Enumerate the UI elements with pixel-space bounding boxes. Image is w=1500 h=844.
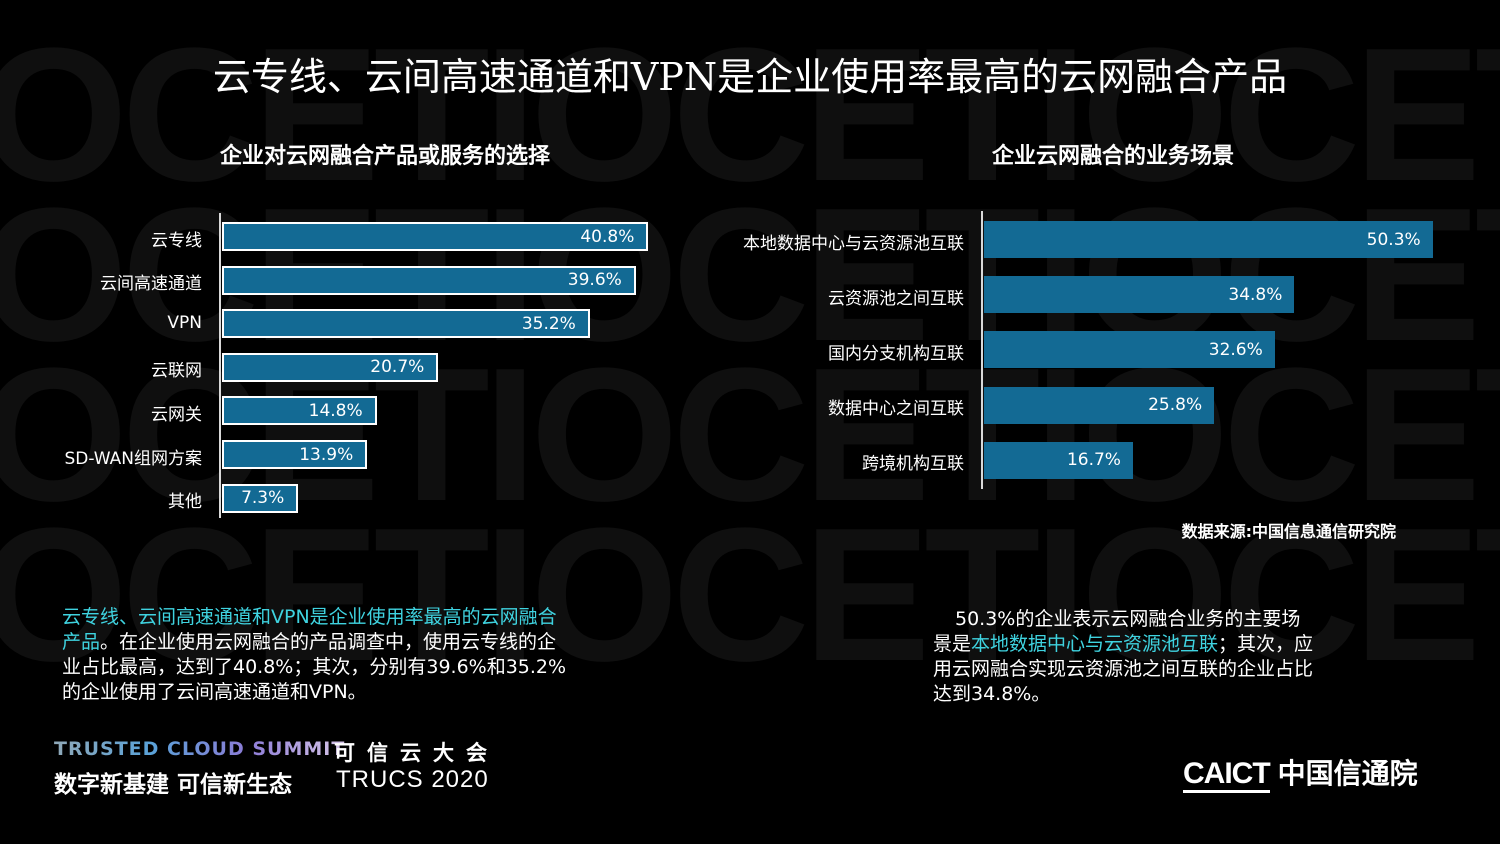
left-bar-chart: 云专线 40.8% 云间高速通道 39.6% VPN 35.2% 云联网 20.7% 云网关 14… <box>0 0 750 600</box>
bar-value-label: 20.7% <box>370 357 425 378</box>
bar-value-label: 40.8% <box>580 226 635 247</box>
bar-label: 云联网 <box>151 361 202 382</box>
bar: 13.9% <box>222 440 368 469</box>
bar-label: 跨境机构互联 <box>862 454 964 475</box>
background-watermark: OCETIOCETIOCETIOCE <box>0 489 1500 701</box>
bar-value-label: 50.3% <box>1366 229 1421 250</box>
caict-logo: CAICT 中国信通院 <box>1183 752 1418 793</box>
bar: 35.2% <box>222 309 590 339</box>
bar: 14.8% <box>222 396 377 426</box>
right-chart-axis <box>981 211 983 489</box>
left-summary: 云专线、云间高速通道和VPN是企业使用率最高的云网融合产品。在企业使用云网融合的… <box>62 605 572 705</box>
bar-label: VPN <box>167 312 202 333</box>
bar: 32.6% <box>984 331 1275 369</box>
bar-label: 本地数据中心与云资源池互联 <box>743 233 964 254</box>
caict-logo-en: CAICT <box>1183 759 1271 793</box>
bar-label: 云间高速通道 <box>100 274 202 295</box>
bar: 20.7% <box>222 352 439 382</box>
bar-label: 国内分支机构互联 <box>828 343 964 364</box>
left-summary-text: 。在企业使用云网融合的产品调查中，使用云专线的企业占比最高，达到了40.8%；其… <box>62 631 567 703</box>
summit-logo-cn: 可信云大会 <box>334 741 499 765</box>
bar-label: SD-WAN组网方案 <box>64 448 202 469</box>
bar: 16.7% <box>984 441 1133 479</box>
summit-logo-en: TRUSTED CLOUD SUMMIT <box>54 738 346 760</box>
right-summary-highlight: 本地数据中心与云资源池互联 <box>971 633 1219 655</box>
bar-value-label: 13.9% <box>299 444 354 465</box>
bar: 39.6% <box>222 265 636 295</box>
bar: 7.3% <box>222 483 299 513</box>
bar-value-label: 16.7% <box>1066 450 1121 471</box>
right-chart-title: 企业云网融合的业务场景 <box>992 144 1235 169</box>
left-chart-title: 企业对云网融合产品或服务的选择 <box>220 144 551 169</box>
bar-value-label: 14.8% <box>308 400 363 421</box>
caict-logo-cn: 中国信通院 <box>1277 758 1418 789</box>
summit-slogan: 数字新基建 可信新生态 <box>54 772 293 798</box>
bar-label: 云网关 <box>151 404 202 425</box>
event-name: TRUCS 2020 <box>336 766 489 793</box>
page-title: 云专线、云间高速通道和VPN是企业使用率最高的云网融合产品 <box>212 55 1288 99</box>
bar-label: 云资源池之间互联 <box>828 288 964 309</box>
background-watermark: OCETIOCETIOCETIOCE <box>0 9 1500 221</box>
right-bar-chart: 本地数据中心与云资源池互联 50.3% 云资源池之间互联 34.8% 国内分支机构互联 3… <box>743 211 1433 489</box>
left-summary-highlight: 云专线、云间高速通道和VPN是企业使用率最高的云网融合产品 <box>62 606 557 653</box>
right-summary-text-after: ；其次，应用云网融合实现云资源池之间互联的企业占比达到34.8%。 <box>933 633 1314 705</box>
left-chart-axis <box>219 213 221 518</box>
bar-value-label: 32.6% <box>1208 339 1263 360</box>
bar-label: 其他 <box>168 492 202 513</box>
bar-value-label: 25.8% <box>1148 395 1203 416</box>
bar-value-label: 34.8% <box>1228 284 1283 305</box>
bar-label: 数据中心之间互联 <box>828 399 964 420</box>
bar-value-label: 35.2% <box>521 313 576 334</box>
bar: 34.8% <box>984 276 1295 314</box>
bar-label: 云专线 <box>151 230 202 251</box>
bar-value-label: 7.3% <box>241 488 285 509</box>
right-summary-text-before: 50.3%的企业表示云网融合业务的主要场景是 <box>933 608 1301 655</box>
bar: 40.8% <box>222 222 649 251</box>
right-summary: 50.3%的企业表示云网融合业务的主要场景是本地数据中心与云资源池互联；其次，应… <box>933 607 1318 707</box>
bar-value-label: 39.6% <box>567 270 622 291</box>
data-source: 数据来源:中国信息通信研究院 <box>1181 522 1396 541</box>
bar: 50.3% <box>984 221 1433 258</box>
bar: 25.8% <box>984 386 1215 424</box>
